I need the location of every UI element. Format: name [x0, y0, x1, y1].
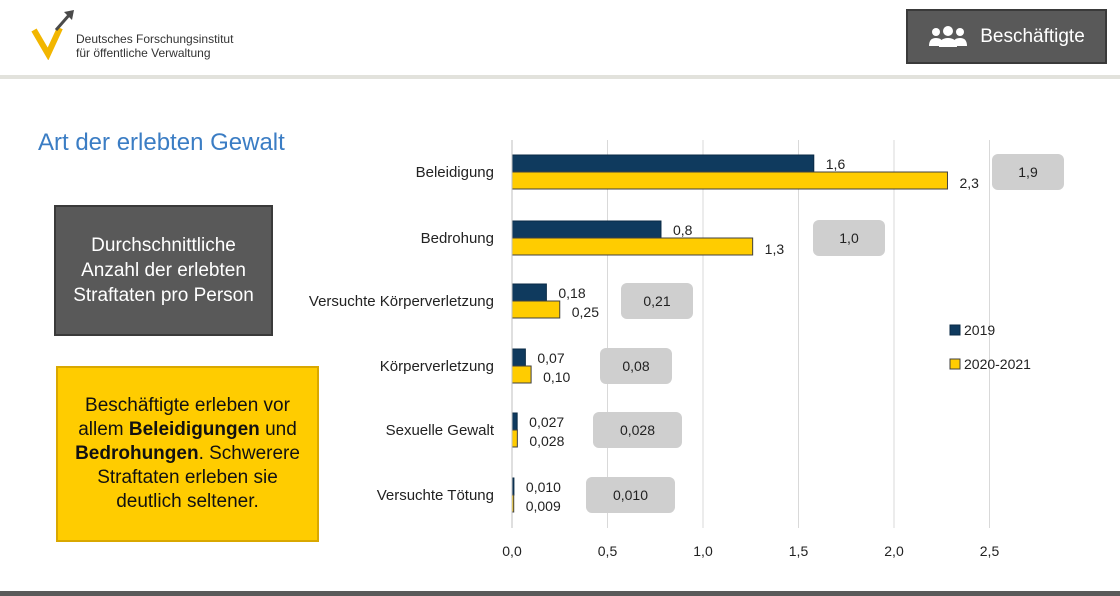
callout-bold-1: Beleidigungen — [128, 419, 260, 440]
bar-2019 — [511, 154, 815, 173]
bar-2020-2021 — [511, 365, 532, 384]
average-label: 0,08 — [622, 358, 649, 374]
data-label: 0,8 — [673, 222, 693, 238]
bar-2020-2021 — [511, 237, 754, 256]
logo-text: Deutsches Forschungsinstitut für öffentl… — [76, 32, 233, 60]
data-label: 1,6 — [826, 156, 846, 172]
info-box: Durchschnittliche Anzahl der erlebten St… — [54, 205, 273, 336]
bar-2019 — [511, 412, 518, 431]
x-tick-label: 2,0 — [884, 543, 904, 559]
data-label: 0,18 — [558, 285, 585, 301]
average-box — [586, 477, 675, 513]
average-box — [600, 348, 672, 384]
category-label: Beleidigung — [416, 164, 494, 181]
page-title: Art der erlebten Gewalt — [38, 129, 285, 156]
x-tick-label: 0,0 — [502, 543, 522, 559]
footer-divider — [0, 591, 1120, 596]
data-label: 0,10 — [543, 369, 570, 385]
average-label: 0,010 — [613, 487, 648, 503]
x-tick-label: 0,5 — [598, 543, 618, 559]
bar-2019 — [511, 283, 547, 302]
average-label: 1,0 — [839, 230, 859, 246]
x-tick-label: 1,5 — [789, 543, 809, 559]
bar-2020-2021 — [511, 429, 518, 448]
average-box — [992, 154, 1064, 190]
legend-swatch-2019 — [949, 324, 961, 336]
data-label: 2,3 — [959, 175, 979, 191]
callout-text: Beschäftigte erleben vor allem Beleidigu… — [66, 394, 309, 514]
average-label: 1,9 — [1018, 164, 1038, 180]
legend-label: 2020-2021 — [964, 356, 1031, 372]
logo-mark-icon — [31, 10, 74, 60]
average-box — [813, 220, 885, 256]
callout-part-3: . Schwerere Straftaten erleben sie deutl… — [97, 443, 300, 512]
users-icon — [929, 25, 968, 47]
data-label: 0,009 — [526, 498, 561, 514]
average-label: 0,21 — [643, 293, 670, 309]
callout-part-2: und — [259, 419, 297, 440]
bar-2019 — [511, 348, 526, 367]
category-label: Versuchte Körperverletzung — [309, 293, 494, 310]
category-label: Versuchte Tötung — [377, 487, 494, 504]
data-label: 0,028 — [529, 433, 564, 449]
bar-2020-2021 — [511, 300, 561, 319]
category-label: Körperverletzung — [380, 358, 494, 375]
average-box — [593, 412, 682, 448]
x-tick-label: 1,0 — [693, 543, 713, 559]
average-box — [621, 283, 693, 319]
legend-swatch-2020-2021 — [949, 358, 961, 370]
average-label: 0,028 — [620, 422, 655, 438]
key-finding-callout: Beschäftigte erleben vor allem Beleidigu… — [56, 366, 319, 542]
bar-2019 — [511, 220, 662, 239]
badge-label: Beschäftigte — [980, 25, 1085, 47]
data-label: 0,07 — [537, 350, 564, 366]
logo-text-line1: Deutsches Forschungsinstitut — [76, 32, 234, 46]
callout-bold-2: Bedrohungen — [75, 443, 199, 464]
x-tick-label: 2,5 — [980, 543, 1000, 559]
header-divider — [0, 75, 1120, 79]
legend-label: 2019 — [964, 322, 995, 338]
data-label: 1,3 — [765, 241, 785, 257]
data-label: 0,25 — [572, 304, 599, 320]
employees-badge: Beschäftigte — [906, 9, 1107, 64]
bar-2020-2021 — [511, 171, 948, 190]
dfoev-logo: Deutsches Forschungsinstitut für öffentl… — [30, 8, 270, 68]
category-label: Bedrohung — [421, 230, 494, 247]
callout-part-1: Beschäftigte erleben vor allem — [78, 395, 290, 440]
logo-text-line2: für öffentliche Verwaltung — [76, 46, 211, 60]
data-label: 0,027 — [529, 414, 564, 430]
category-label: Sexuelle Gewalt — [386, 422, 495, 439]
info-box-text: Durchschnittliche Anzahl der erlebten St… — [73, 235, 254, 306]
data-label: 0,010 — [526, 479, 561, 495]
